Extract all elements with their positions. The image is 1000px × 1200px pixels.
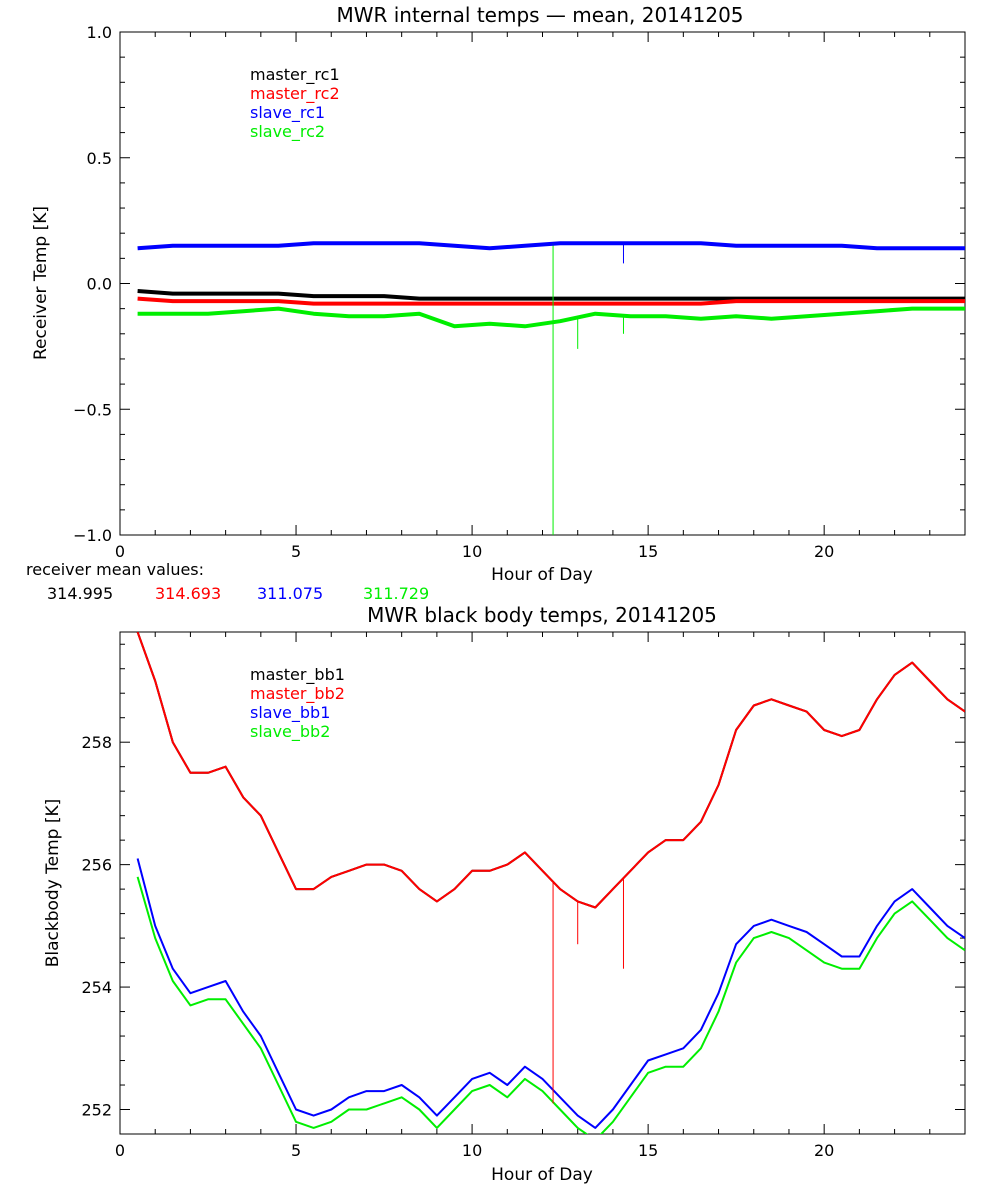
y-tick-label: 256: [81, 856, 112, 875]
y-tick-label: 1.0: [87, 23, 112, 42]
x-tick-label: 10: [462, 542, 482, 561]
series-line-master-rc2: [137, 296, 965, 306]
y-tick-label: −1.0: [73, 526, 112, 545]
legend-entry-master-bb2: master_bb2: [250, 684, 345, 704]
y-tick-labels: −1.0 −0.5 0.0 0.5 1.0: [73, 23, 112, 545]
y-tick-label: 0.0: [87, 275, 112, 294]
x-tick-label: 10: [462, 1141, 482, 1160]
legend-entry-slave-rc2: slave_rc2: [250, 122, 325, 142]
x-tick-label: 20: [814, 1141, 834, 1160]
x-tick-labels: 0 5 10 15 20: [115, 1141, 834, 1160]
y-tick-label: 254: [81, 978, 112, 997]
data-series: [137, 241, 965, 329]
y-tick-label: −0.5: [73, 400, 112, 419]
y-axis-label: Blackbody Temp [K]: [43, 799, 63, 968]
blackbody-temps-chart: MWR black body temps, 20141205 0 5 10 15 20 …: [43, 603, 966, 1185]
x-tick-label: 15: [638, 542, 658, 561]
series-line-slave-rc2: [137, 306, 965, 329]
mean-value-master-rc2: 314.693: [155, 584, 221, 603]
legend-entry-slave-bb2: slave_bb2: [250, 722, 330, 742]
series-line-slave-bb1: [136, 858, 965, 1129]
legend-entry-master-rc1: master_rc1: [250, 65, 340, 85]
data-series: [136, 632, 965, 1134]
y-tick-label: 252: [81, 1101, 112, 1120]
receiver-temps-chart: MWR internal temps — mean, 20141205 0 5 10…: [31, 3, 966, 585]
chart-title: MWR internal temps — mean, 20141205: [336, 3, 743, 27]
x-tick-label: 0: [115, 1141, 125, 1160]
series-line-slave-bb2: [136, 876, 965, 1134]
mean-value-slave-rc1: 311.075: [257, 584, 323, 603]
plot-frame: [119, 31, 966, 536]
data-spikes: [552, 243, 624, 535]
x-tick-labels: 0 5 10 15 20: [115, 542, 834, 561]
x-tick-label: 15: [638, 1141, 658, 1160]
series-line-slave-rc1: [137, 241, 965, 251]
y-tick-label: 258: [81, 733, 112, 752]
legend-entry-master-bb1: master_bb1: [250, 665, 345, 685]
receiver-mean-values: receiver mean values: 314.995 314.693 31…: [26, 560, 429, 603]
x-tick-label: 5: [291, 542, 301, 561]
y-tick-labels: 252 254 256 258: [81, 733, 112, 1119]
legend-entry-master-rc2: master_rc2: [250, 84, 340, 104]
series-line-master-rc1: [137, 289, 965, 301]
x-tick-label: 5: [291, 1141, 301, 1160]
y-axis-label: Receiver Temp [K]: [31, 206, 51, 360]
plot-frame: [119, 631, 966, 1135]
x-axis-label: Hour of Day: [491, 565, 593, 585]
data-spikes: [552, 878, 624, 1104]
legend-entry-slave-rc1: slave_rc1: [250, 103, 325, 123]
x-axis-label: Hour of Day: [491, 1165, 593, 1185]
x-tick-label: 20: [814, 542, 834, 561]
axis-ticks: [119, 31, 966, 536]
chart-title: MWR black body temps, 20141205: [367, 603, 717, 627]
axis-ticks: [119, 632, 966, 1135]
mean-value-master-rc1: 314.995: [47, 584, 113, 603]
x-tick-label: 0: [115, 542, 125, 561]
y-tick-label: 0.5: [87, 149, 112, 168]
mean-values-label: receiver mean values:: [26, 560, 204, 579]
legend-entry-slave-bb1: slave_bb1: [250, 703, 330, 723]
series-line-master-bb2: [136, 632, 965, 909]
mean-value-slave-rc2: 311.729: [363, 584, 429, 603]
